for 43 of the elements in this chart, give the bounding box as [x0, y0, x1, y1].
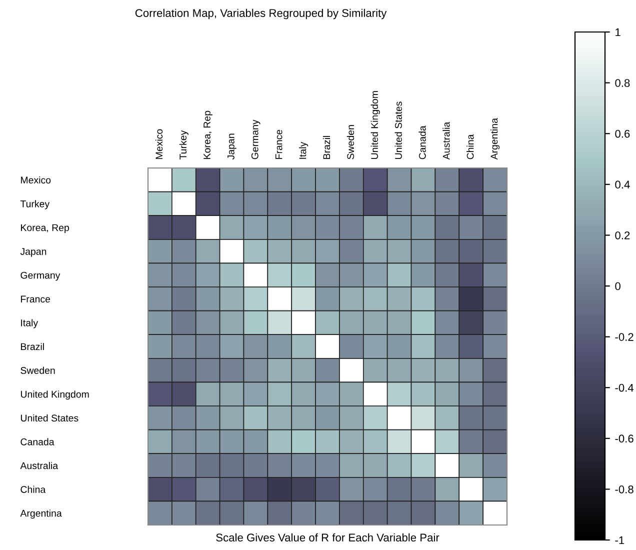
- color-bar-label: -1: [615, 536, 624, 544]
- x-tick-label: Canada: [418, 126, 426, 160]
- color-bar-label: 0.4: [615, 180, 630, 189]
- x-tick-label: Italy: [299, 142, 308, 159]
- x-tick-label: Brazil: [322, 136, 330, 159]
- y-tick-label: Brazil: [21, 342, 44, 350]
- color-bar-label: 0: [615, 282, 620, 290]
- y-tick-label: Australia: [20, 462, 58, 470]
- x-tick-label: Sweden: [346, 125, 354, 160]
- x-tick-label: United States: [394, 102, 402, 159]
- x-tick-label: Korea, Rep: [204, 110, 212, 159]
- x-tick-label: Turkey: [179, 130, 188, 160]
- x-tick-label: Germany: [251, 120, 260, 160]
- color-bar-label: -0.8: [615, 485, 634, 494]
- x-tick-label: United Kingdom: [370, 91, 380, 159]
- chart-title: Correlation Map, Variables Regrouped by Similarity: [135, 8, 387, 20]
- y-tick-label: Argentina: [20, 510, 62, 519]
- x-tick-label: Japan: [228, 134, 236, 160]
- y-tick-label: Italy: [21, 319, 38, 328]
- color-bar-label: 0.8: [615, 79, 630, 87]
- y-tick-label: United Kingdom: [20, 390, 89, 400]
- y-tick-label: Japan: [20, 248, 46, 257]
- x-tick-label: Mexico: [155, 129, 163, 159]
- x-tick-label: Argentina: [490, 118, 500, 160]
- color-bar-label: -0.4: [615, 384, 634, 392]
- color-bar-label: -0.2: [615, 333, 634, 341]
- y-tick-label: China: [20, 486, 46, 493]
- y-tick-label: France: [21, 296, 50, 303]
- y-tick-label: Germany: [20, 272, 60, 281]
- x-tick-label: China: [466, 134, 474, 160]
- y-tick-label: Sweden: [20, 366, 55, 374]
- x-tick-label: Australia: [442, 122, 450, 160]
- color-bar-label: 0.2: [615, 231, 630, 240]
- color-bar-label: 0.6: [615, 130, 630, 138]
- x-tick-label: France: [275, 130, 282, 159]
- color-bar-label: 1: [616, 28, 620, 36]
- x-axis-title: Scale Gives Value of R for Each Variable Pair: [216, 533, 440, 542]
- y-tick-label: Mexico: [21, 176, 51, 184]
- y-tick-label: United States: [20, 414, 78, 422]
- y-tick-label: Canada: [20, 438, 54, 446]
- y-tick-label: Turkey: [20, 200, 50, 210]
- color-bar-label: -0.6: [615, 434, 634, 443]
- y-tick-label: Korea, Rep: [21, 224, 69, 234]
